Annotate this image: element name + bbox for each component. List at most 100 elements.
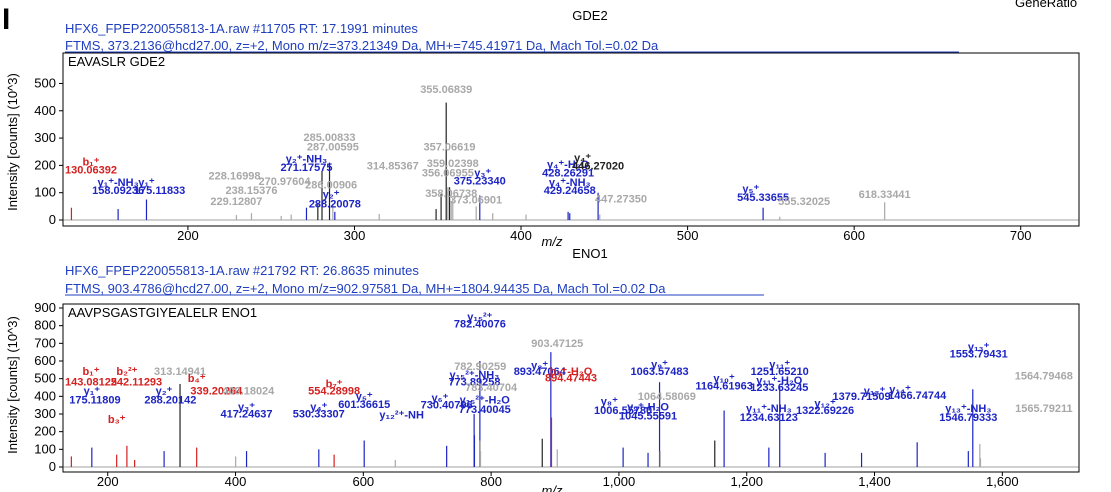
peak-label-eno1-28: b₇⁺ (326, 379, 343, 391)
x-tick-label-eno1-1: 400 (225, 474, 247, 489)
peak-label-eno1-15: 1564.79468 (1015, 371, 1073, 383)
peak-label-eno1-16: b₁⁺ (82, 366, 99, 378)
peak-label-eno1-39: 1466.74744 (888, 390, 947, 402)
peak-label-eno1-55: 1565.79211 (1015, 403, 1073, 415)
peak-label-gde2-29: y₂⁺ (323, 189, 340, 201)
peak-label-eno1-62: y₁₂²⁺-NH (379, 409, 424, 421)
spectrum-panel-gde2: GDE2 HFX6_FPEP220055813-1A.raw #11705 RT… (5, 8, 1080, 249)
peak-label-eno1-6: 782.90259 (454, 361, 506, 373)
peak-label-eno1-24: y₁₀⁺ (713, 373, 735, 385)
peak-label-eno1-11: y₉⁺ (651, 359, 668, 371)
plot-frame-gde2 (62, 52, 1080, 227)
peak-label-gde2-3: 357.06619 (424, 141, 476, 153)
spectrum-panel-eno1: ENO1 HFX6_FPEP220055813-1A.raw #21792 RT… (5, 246, 1080, 492)
y-tick-label-eno1-8: 800 (34, 318, 56, 333)
peak-label-eno1-37: 601.36615 (338, 399, 390, 411)
peak-label-eno1-38: y₁₄⁺ (889, 384, 911, 396)
peak-label-gde2-35: 555.32025 (778, 196, 830, 208)
peak-label-eno1-61: 530.33307 (293, 409, 345, 421)
y-tick-label-eno1-1: 100 (34, 441, 56, 456)
peak-label-gde2-18: 270.97604 (259, 176, 312, 188)
x-tick-label-eno1-2: 600 (352, 474, 374, 489)
peak-label-eno1-36: y₅⁺ (356, 391, 373, 403)
peak-label-eno1-33: y₂⁺ (156, 386, 173, 398)
x-tick-label-gde2-1: 300 (344, 228, 366, 243)
axis-ticks-gde2: 0 100 200 300 400 500 200 300 400 500 600 700 (34, 75, 1079, 243)
y-tick-label-eno1-7: 700 (34, 335, 56, 350)
peptide-label-eno1: AAVPSGASTGIYEALELR ENO1 (68, 305, 257, 320)
peak-label-eno1-41: y₁₂⁺ (814, 398, 836, 410)
peak-label-gde2-31: 373.06901 (450, 195, 502, 207)
peak-label-eno1-22: y₁₅²⁺-NH₃ (450, 370, 500, 382)
peak-label-gde2-24: 286.00906 (305, 180, 357, 192)
peak-label-eno1-5: 313.14941 (154, 366, 206, 378)
peak-label-eno1-27: 1233.63245 (750, 382, 808, 394)
peak-label-gde2-26: 429.24658 (544, 185, 596, 197)
peak-label-eno1-19: 242.11293 (111, 377, 162, 389)
peak-label-eno1-9: b₉⁺-H₂O (550, 366, 593, 378)
peak-label-eno1-35: 400.18024 (222, 386, 275, 398)
peak-label-gde2-33: y₅⁺ (742, 184, 759, 196)
peak-label-eno1-43: y₁₃⁺ (864, 386, 886, 398)
peak-label-gde2-11: y₃⁺ (474, 167, 491, 179)
peak-label-eno1-57: 1546.79333 (939, 412, 997, 424)
peak-label-eno1-29: 554.28998 (308, 386, 360, 398)
x-tick-label-eno1-3: 800 (480, 474, 502, 489)
scan-header-gde2: HFX6_FPEP220055813-1A.raw #11705 RT: 17.… (65, 21, 418, 36)
axis-ticks-eno1: 0 100 200 300 400 500 600 700 800 900 200 400 600 800… (34, 300, 1079, 489)
x-tick-label-eno1-6: 1,400 (858, 474, 891, 489)
peak-label-eno1-18: 143.08125 (65, 377, 117, 389)
x-tick-label-gde2-4: 600 (843, 228, 865, 243)
x-tick-label-eno1-7: 1,600 (986, 474, 1019, 489)
y-tick-label-gde2-1: 100 (34, 185, 56, 200)
y-tick-label-gde2-3: 300 (34, 130, 56, 145)
peak-label-eno1-44: 1322.69226 (796, 405, 854, 417)
peak-label-gde2-19: 238.15376 (225, 185, 277, 197)
x-tick-label-gde2-2: 400 (510, 228, 532, 243)
y-tick-label-eno1-2: 200 (34, 424, 56, 439)
peak-label-gde2-12: 375.23340 (454, 176, 506, 188)
y-tick-label-eno1-3: 300 (34, 406, 56, 421)
peaks-eno1 (70, 352, 982, 467)
peak-label-eno1-3: y₁₃⁺ (968, 341, 990, 353)
x-axis-label-gde2: m/z (542, 234, 563, 249)
peak-label-eno1-42: 1379.71509 (833, 391, 891, 403)
peak-label-eno1-12: 1063.57483 (630, 366, 688, 378)
peak-label-eno1-59: 417.24637 (221, 409, 273, 421)
peak-label-gde2-27: 358.06738 (425, 188, 477, 200)
scan-header-eno1: HFX6_FPEP220055813-1A.raw #21792 RT: 26.… (65, 263, 419, 278)
peak-label-eno1-48: 773.40045 (459, 404, 511, 416)
plot-frame-eno1 (62, 303, 1080, 473)
peak-label-gde2-8: 314.85367 (367, 160, 419, 172)
y-axis-label-gde2: Intensity [counts] (10^3) (5, 73, 20, 211)
peak-label-eno1-23: 773.89258 (448, 377, 500, 389)
peak-label-eno1-45: y₆⁺ (432, 393, 449, 405)
ftms-header-eno1: FTMS, 903.4786@hcd27.00, z=+2, Mono m/z=… (65, 281, 666, 296)
corner-text: GeneRatio (1015, 0, 1077, 10)
peak-label-eno1-34: 288.20142 (144, 394, 196, 406)
peak-label-eno1-40: 1064.58069 (638, 391, 696, 403)
peak-label-eno1-50: 1006.55780 (594, 405, 652, 417)
y-tick-label-eno1-9: 900 (34, 300, 56, 315)
peak-label-gde2-17: 228.16998 (209, 171, 261, 183)
peak-label-eno1-4: 1553.79431 (950, 348, 1008, 360)
peak-label-eno1-7: y₈⁺ (531, 360, 548, 372)
x-tick-label-eno1-5: 1,200 (730, 474, 763, 489)
peak-label-gde2-22: 158.09236 (92, 185, 144, 197)
peak-label-eno1-1: 782.40076 (454, 318, 506, 330)
peak-label-eno1-26: y₁₁⁺-H₂O (756, 375, 803, 387)
x-tick-label-gde2-5: 700 (1010, 228, 1032, 243)
chart-title-eno1: ENO1 (572, 246, 607, 261)
peaks-gde2 (70, 102, 886, 220)
peak-label-eno1-47: y₁₅²⁺-H₂O (460, 394, 511, 406)
x-tick-label-eno1-4: 1,000 (603, 474, 636, 489)
peak-label-eno1-49: y₈⁺ (601, 396, 618, 408)
y-tick-label-eno1-6: 600 (34, 353, 56, 368)
peak-label-eno1-8: 893.47064 (514, 366, 567, 378)
peak-label-eno1-63: b₃⁺ (108, 414, 126, 426)
peak-label-gde2-6: y₂⁺-NH₃ (286, 154, 327, 166)
x-tick-label-gde2-3: 500 (677, 228, 699, 243)
peak-label-gde2-34: 545.33655 (737, 192, 789, 204)
